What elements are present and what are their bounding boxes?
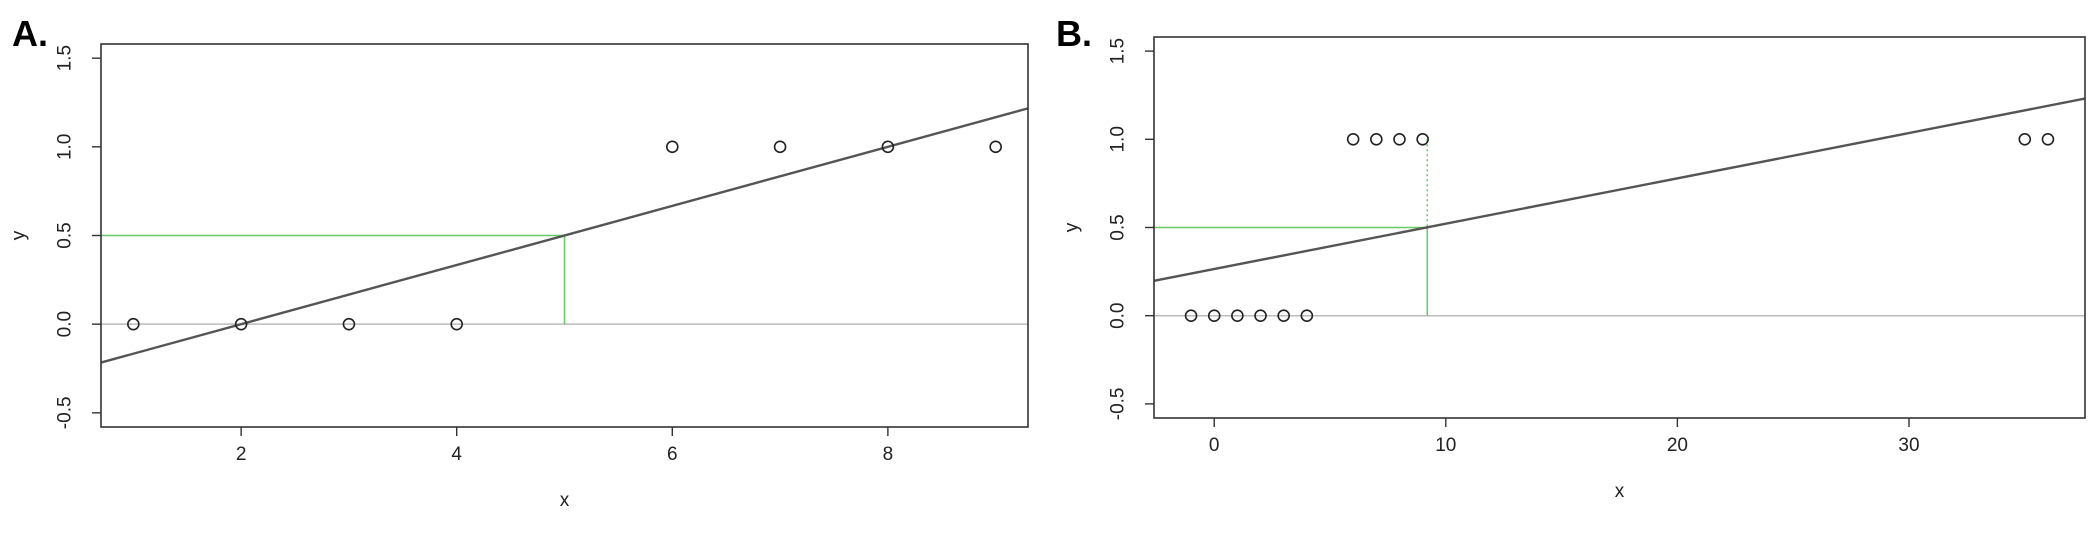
panel-a-x-tick-label-3: 8	[883, 444, 894, 465]
panel-b-point-9	[1416, 133, 1429, 146]
panel-b-y-tick-label-2: 0.5	[1108, 214, 1129, 240]
panel-a-point-4	[665, 140, 679, 154]
panel-a-y-tick-label-3: 1.0	[55, 134, 76, 160]
panel-b-y-axis-title: y	[1062, 222, 1083, 232]
panel-a-point-5	[773, 140, 787, 154]
panel-a-y-tick-label-0: -0.5	[55, 396, 76, 429]
panel-a-x-axis-title: x	[560, 490, 570, 511]
panel-b-point-8	[1393, 133, 1406, 146]
panel-a-x-tick-label-0: 2	[236, 444, 247, 465]
panel-a-point-1	[234, 317, 248, 331]
panel-a-y-axis-title: y	[9, 230, 30, 240]
panel-b-point-0	[1184, 309, 1198, 322]
panel-b-point-2	[1231, 309, 1244, 322]
panel-b-point-11	[2041, 133, 2055, 146]
panel-b-point-7	[1370, 133, 1383, 146]
panel-a-x-tick-label-1: 4	[451, 444, 462, 465]
panel-b-point-6	[1346, 133, 1360, 146]
panel-b-point-5	[1300, 309, 1314, 322]
panel-a-point-3	[450, 317, 464, 331]
panel-a-label: A.	[12, 13, 48, 54]
panel-b-y-tick-label-3: 1.0	[1108, 126, 1129, 152]
panel-a-point-2	[342, 317, 356, 331]
panel-b-y-tick-label-4: 1.5	[1108, 38, 1129, 64]
panel-b-x-tick-label-1: 10	[1435, 435, 1456, 456]
panel-a-y-tick-label-4: 1.5	[55, 45, 76, 71]
panel-b-label: B.	[1056, 13, 1092, 54]
panel-a-x-tick-label-2: 6	[667, 444, 678, 465]
panel-b-x-tick-label-3: 30	[1898, 435, 1919, 456]
panel-b-y-tick-label-1: 0.0	[1108, 302, 1129, 328]
panel-b-plot: 0 10 20 30 -0.5 0.0 0.5 1.0 1.5 x y	[1062, 36, 2086, 502]
panel-b-point-1	[1207, 309, 1221, 322]
panel-a-plot: 2 4 6 8 -0.5 0.0 0.5 1.0 1.5 x y	[9, 43, 1029, 511]
panel-a-point-0	[127, 317, 140, 331]
panel-b-point-4	[1277, 309, 1290, 322]
panel-a-fit-line	[100, 107, 1029, 364]
panel-a-y-tick-label-1: 0.0	[55, 311, 76, 337]
panel-a-point-6	[881, 140, 895, 154]
panel-b-x-axis-title: x	[1615, 481, 1625, 502]
panel-b-x-tick-label-0: 0	[1209, 435, 1220, 456]
panel-b-fit-line	[1153, 97, 2086, 282]
panel-b-point-10	[2018, 133, 2032, 146]
panel-a-y-tick-label-2: 0.5	[55, 222, 76, 248]
panel-b-x-tick-label-2: 20	[1667, 435, 1688, 456]
panel-b-y-tick-label-0: -0.5	[1108, 388, 1129, 421]
panel-a-point-7	[989, 140, 1002, 154]
panel-b-point-3	[1254, 309, 1267, 322]
